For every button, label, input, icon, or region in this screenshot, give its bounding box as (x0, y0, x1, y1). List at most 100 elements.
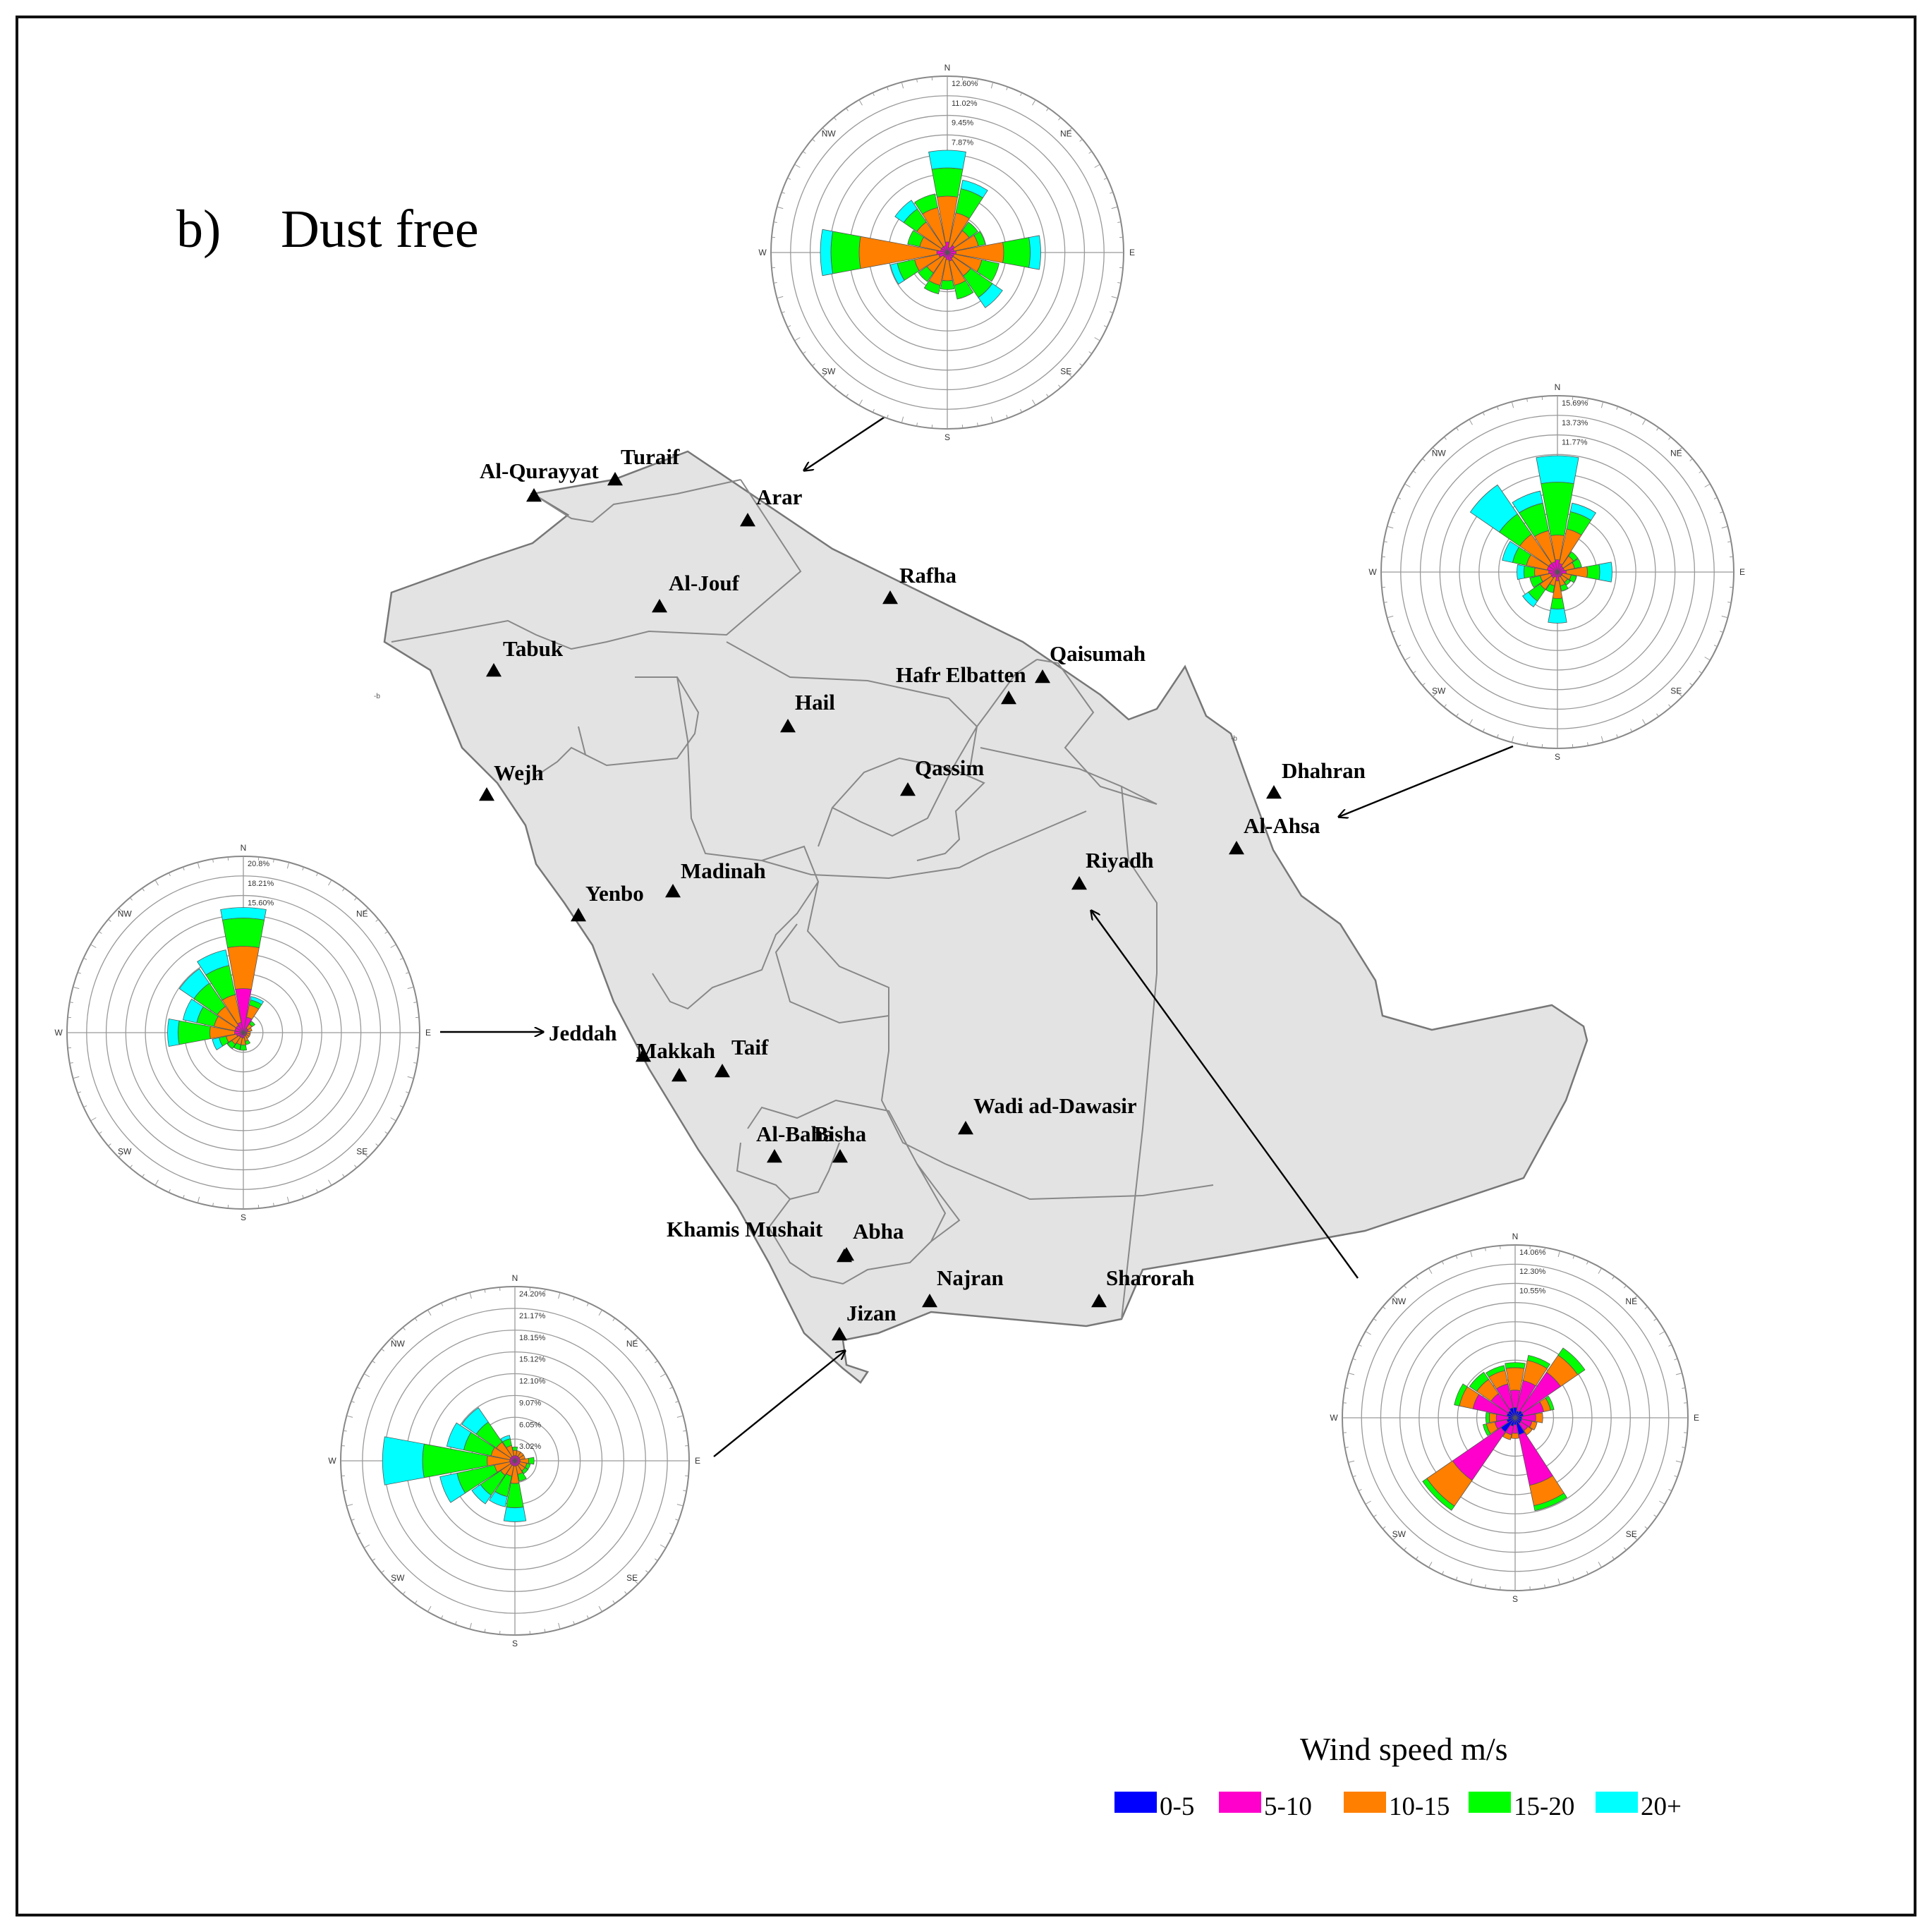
rose-tick (633, 1579, 639, 1585)
rose-direction-label: N (1512, 1232, 1519, 1241)
rose-direction-label: NE (1670, 449, 1682, 458)
rose-tick (887, 86, 889, 90)
wind-rose-dhahran: 15.69% 13.73% 11.77% N NE E SE S SW W NW (1368, 382, 1745, 762)
rose-tick (675, 1401, 679, 1403)
rose-segment (439, 1472, 466, 1503)
rose-tick (1110, 192, 1114, 194)
rose-tick (1365, 1331, 1371, 1335)
rose-tick (1656, 427, 1659, 431)
rose-direction-label: SE (1626, 1529, 1637, 1539)
rose-petal-67.5 (1514, 1395, 1555, 1418)
rose-segment (511, 1446, 518, 1451)
rose-direction-label: SE (626, 1573, 638, 1583)
rose-scale-label: 12.30% (1519, 1268, 1546, 1276)
rose-tick (381, 1348, 384, 1351)
rose-segment (212, 1037, 224, 1051)
rose-tick (654, 1360, 658, 1363)
rose-tick (414, 1600, 418, 1604)
rose-tick (346, 1415, 353, 1418)
rose-tick (1484, 1247, 1486, 1251)
rose-direction-label: S (1512, 1594, 1518, 1604)
rose-direction-label: N (1555, 382, 1561, 392)
rose-tick (316, 873, 319, 877)
rose-petal-22.5 (1514, 1354, 1550, 1418)
rose-tick (1511, 401, 1514, 408)
rose-tick (363, 907, 369, 913)
rose-segment (1529, 1421, 1538, 1430)
city-marker-icon (900, 782, 916, 796)
rose-tick (787, 177, 791, 180)
rose-petal-0 (220, 907, 267, 1033)
rose-petal-315 (461, 1407, 516, 1462)
city-label: Arar (756, 485, 803, 509)
rose-segment (940, 279, 955, 290)
rose-direction-label: E (1694, 1413, 1699, 1423)
city-marker-icon (832, 1149, 848, 1163)
rose-tick (1482, 412, 1485, 416)
pointer-arrows (440, 415, 1514, 1457)
rose-tick (197, 862, 200, 869)
rose-segment (1512, 490, 1543, 514)
rose-petal-157.5 (514, 1460, 527, 1482)
rose-tick (384, 931, 389, 934)
rose-tick (1482, 728, 1485, 732)
rose-segment (1521, 591, 1538, 608)
rose-tick (441, 1302, 444, 1306)
rose-tick (990, 416, 994, 423)
rose-tick (168, 873, 171, 877)
rose-tick (328, 1179, 332, 1186)
rose-tick (1352, 1475, 1356, 1478)
rose-scale-label: 21.17% (519, 1312, 546, 1320)
rose-tick (183, 1195, 185, 1199)
rose-tick (1103, 177, 1107, 180)
rose-tick (773, 221, 777, 223)
saudi-arabia-outline (383, 450, 1588, 1384)
rose-tick (441, 1615, 444, 1620)
rose-tick (1484, 1584, 1486, 1588)
rose-tick (1455, 1255, 1458, 1259)
legend: Wind speed m/s 0-5 5-10 10-15 15-20 20+ (1114, 1731, 1682, 1821)
rose-tick (1642, 719, 1646, 725)
rose-tick (427, 1605, 432, 1612)
rose-segment (1557, 1347, 1586, 1375)
rose-direction-label: NW (1432, 449, 1447, 458)
rose-tick (676, 1504, 684, 1507)
rose-tick (118, 907, 123, 913)
rose-tick (1365, 1500, 1371, 1505)
rose-tick (1668, 437, 1672, 440)
svg-text:-b: -b (1231, 735, 1237, 743)
rose-tick (363, 1153, 369, 1158)
rose-direction-label: NW (1392, 1296, 1407, 1306)
rose-segment (461, 1407, 489, 1435)
rose-segment (1469, 484, 1518, 533)
rose-tick (812, 138, 815, 142)
rose-tick (1383, 602, 1387, 603)
rose-tick (777, 296, 784, 299)
arrow-riyadh (1091, 911, 1359, 1279)
rose-tick (455, 1621, 457, 1625)
rose-segment (167, 1018, 180, 1047)
city-hail: Hail (780, 690, 835, 733)
rose-tick (1704, 483, 1711, 487)
rose-tick (669, 1387, 674, 1390)
rose-petal-45 (1557, 551, 1579, 573)
rose-tick (346, 1504, 353, 1507)
rose-petal-202.5 (233, 1032, 244, 1050)
rose-petal-202.5 (489, 1460, 516, 1507)
rose-direction-label: N (944, 63, 951, 73)
rose-tick (1382, 1526, 1386, 1529)
rose-petal-45 (243, 1020, 256, 1033)
rose-tick (1469, 419, 1473, 425)
city-madinah: Madinah (665, 858, 766, 898)
rose-petal-67.5 (947, 231, 986, 253)
wind-rose-turaif: 12.60% 11.02% 9.45% 7.87% N NE E SE S SW W NW (758, 63, 1135, 442)
rose-tick (1046, 394, 1049, 398)
rose-segment (1485, 1411, 1490, 1424)
rose-tick (1397, 645, 1402, 648)
rose-tick (612, 1318, 616, 1322)
rose-segment (1560, 583, 1569, 592)
rose-tick (351, 1519, 355, 1521)
rose-segment (820, 229, 834, 277)
rose-tick (406, 1091, 410, 1093)
rose-scale-label: 14.06% (1519, 1248, 1546, 1257)
